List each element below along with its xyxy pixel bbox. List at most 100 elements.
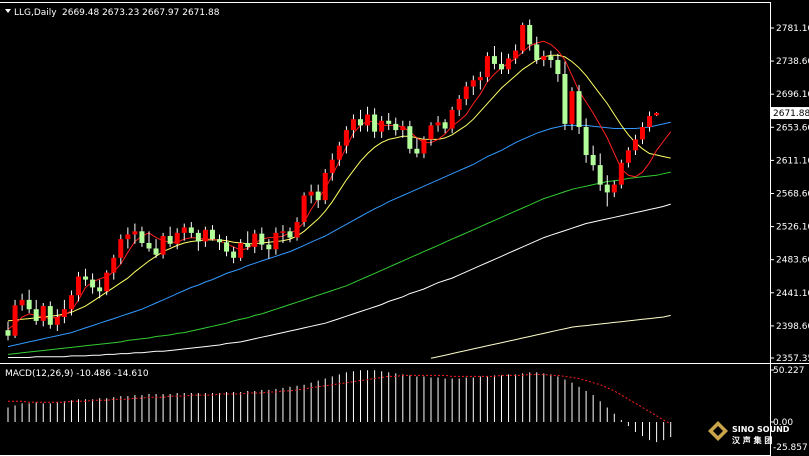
bear-candle-body [604, 184, 610, 193]
price-tick-label: 2653.60 [776, 123, 809, 133]
bull-candle-body [477, 77, 483, 81]
bear-candle-body [224, 242, 230, 252]
bear-candle-body [386, 120, 392, 124]
bull-candle-body [125, 234, 131, 240]
bear-candle-body [407, 126, 413, 149]
macd-label: MACD(12,26,9) -10.486 -14.610 [5, 369, 149, 379]
bear-candle-body [266, 244, 272, 250]
bull-candle-body [252, 233, 258, 247]
logo-line1: SINO SOUND [732, 425, 790, 434]
bull-candle-body [111, 257, 117, 273]
bear-candle-body [576, 91, 582, 127]
sino-sound-logo: SINO SOUND 汉 声 集 团 [708, 421, 790, 445]
macd-tick-top: 50.227 [773, 366, 805, 376]
bear-candle-body [195, 232, 201, 242]
bull-candle-body [238, 243, 244, 258]
bull-candle-body [54, 316, 60, 325]
bear-candle-body [33, 309, 39, 321]
bear-candle-body [287, 231, 293, 238]
bull-candle-body [40, 306, 46, 321]
bull-candle-body [280, 231, 286, 233]
bull-candle-body [379, 120, 385, 132]
bear-candle-body [315, 191, 321, 201]
macd-signal-line [8, 373, 671, 425]
bear-candle-body [534, 44, 540, 61]
bull-candle-body [336, 145, 342, 160]
bull-candle-body [456, 98, 462, 110]
bull-candle-body [181, 227, 187, 233]
bull-candle-body [569, 91, 575, 124]
current-price-label: 2671.88 [773, 109, 809, 119]
bear-candle-body [527, 24, 533, 45]
bull-candle-body [647, 116, 653, 127]
price-tick-label: 2568.60 [776, 189, 809, 199]
bull-candle-body [308, 191, 314, 196]
macd-panel [7, 370, 672, 443]
bear-candle-body [562, 74, 568, 124]
moving-averages [7, 40, 672, 359]
price-tick-label: 2398.60 [776, 322, 809, 332]
price-tick-label: 2611.10 [776, 156, 809, 166]
bear-candle-body [583, 126, 589, 156]
candlesticks [5, 19, 660, 341]
bear-candle-body [442, 122, 448, 129]
bull-candle-body [513, 50, 519, 59]
ohlc-readout: 2669.48 2673.23 2667.97 2671.88 [62, 8, 220, 18]
bear-candle-body [209, 229, 215, 240]
bull-candle-body [19, 299, 25, 306]
bear-candle-body [590, 155, 596, 166]
bull-candle-body [484, 56, 490, 78]
bull-candle-body [520, 24, 526, 51]
bull-candle-body [329, 159, 335, 173]
symbol-label: LLG,Daily [14, 8, 57, 18]
bull-candle-body [76, 276, 81, 296]
dropdown-triangle-icon[interactable] [5, 9, 11, 13]
price-tick-label: 2738.60 [776, 57, 809, 67]
current-price-tag [771, 107, 809, 120]
bear-candle-body [5, 330, 11, 336]
bull-candle-body [506, 58, 512, 70]
bull-candle-body [301, 195, 307, 222]
price-tick-label: 2357.35 [776, 354, 809, 364]
bear-candle-body [26, 299, 32, 310]
bull-candle-body [322, 172, 328, 201]
ma10-line [7, 54, 671, 322]
ma250-line [430, 314, 671, 359]
bear-candle-body [167, 236, 173, 244]
bear-candle-body [499, 63, 504, 70]
bear-candle-body [139, 231, 145, 244]
bear-candle-body [393, 123, 399, 131]
price-tick-label: 2781.10 [776, 24, 809, 34]
bear-candle-body [597, 165, 603, 185]
bear-candle-body [90, 279, 96, 288]
bull-candle-body [421, 139, 427, 154]
macd-tick-bottom: -25.857 [773, 443, 808, 453]
price-tick-label: 2696.10 [776, 90, 809, 100]
bear-candle-body [259, 233, 265, 245]
bull-candle-body [640, 126, 645, 140]
macd-tick-zero: 0.00 [773, 418, 793, 428]
bull-candle-body [350, 119, 356, 131]
bear-candle-body [153, 248, 159, 255]
bull-candle-body [104, 272, 110, 292]
price-tick-label: 2483.60 [776, 256, 809, 266]
bull-candle-body [273, 232, 279, 250]
bear-candle-body [231, 251, 237, 258]
ma60-line [7, 171, 671, 355]
price-tick-label: 2441.10 [776, 289, 809, 299]
bear-candle-body [146, 243, 152, 249]
bull-candle-body [365, 114, 371, 126]
bull-candle-body [118, 239, 124, 258]
bull-candle-body [174, 232, 180, 244]
ma120-line [8, 203, 671, 358]
bull-candle-body [343, 130, 349, 146]
bull-candle-body [541, 56, 547, 61]
bear-candle-body [97, 287, 103, 292]
bear-candle-body [372, 114, 378, 132]
bull-candle-body [202, 229, 208, 242]
bull-candle-body [160, 236, 166, 255]
bear-candle-body [217, 239, 222, 243]
bear-candle-body [83, 276, 89, 280]
bear-candle-body [548, 56, 554, 61]
